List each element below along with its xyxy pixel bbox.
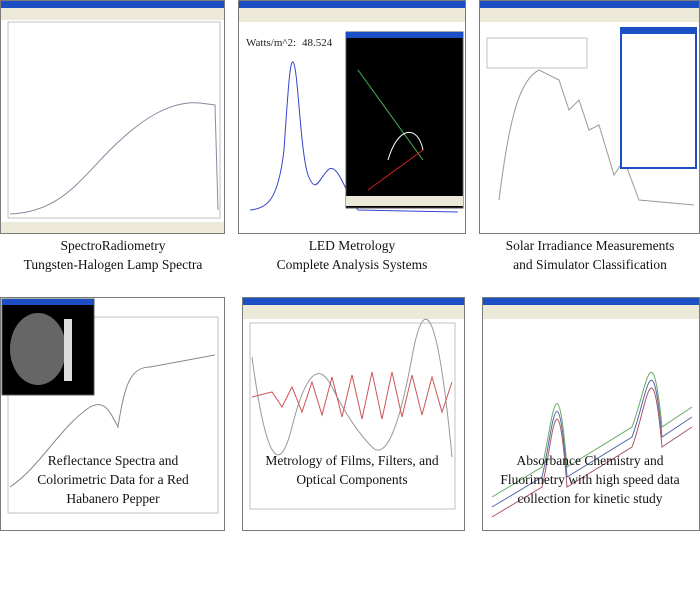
reading-label: Watts/m^2: xyxy=(246,37,296,49)
caption: Optical Components xyxy=(296,472,407,487)
caption: and Simulator Classification xyxy=(513,257,667,272)
screenshot-led: Watts/m^2: 48.524 xyxy=(238,0,466,234)
caption: Tungsten-Halogen Lamp Spectra xyxy=(24,257,203,272)
caption: Solar Irradiance Measurements xyxy=(506,238,675,253)
screenshot-absorbance xyxy=(482,297,700,531)
screenshot-solar xyxy=(479,0,700,234)
caption: Absorbance Chemistry and xyxy=(517,453,664,468)
reading-value: 48.524 xyxy=(302,37,333,49)
caption: LED Metrology xyxy=(309,238,396,253)
caption: SpectroRadiometry xyxy=(61,238,166,253)
caption: collection for kinetic study xyxy=(517,491,662,506)
caption: Fluorimetry with high speed data xyxy=(500,472,679,487)
caption: Reflectance Spectra and xyxy=(48,453,179,468)
caption: Complete Analysis Systems xyxy=(277,257,428,272)
screenshot-spectroradiometry xyxy=(0,0,225,234)
caption: Metrology of Films, Filters, and xyxy=(265,453,438,468)
caption: Colorimetric Data for a Red xyxy=(37,472,189,487)
caption: Habanero Pepper xyxy=(66,491,160,506)
screenshot-films xyxy=(242,297,465,531)
screenshot-reflectance xyxy=(0,297,225,531)
